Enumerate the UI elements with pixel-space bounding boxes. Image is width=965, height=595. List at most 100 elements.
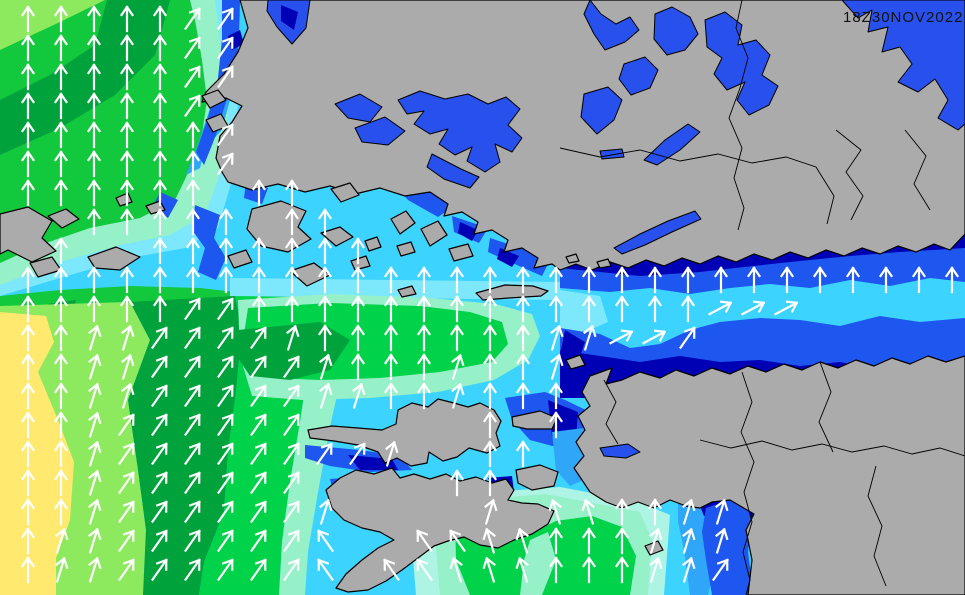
border-line [904, 129, 931, 211]
wind-arrow [482, 527, 496, 554]
wind-arrow [319, 353, 333, 380]
wind-arrow [88, 498, 102, 525]
wind-arrow [283, 471, 300, 495]
wind-arrow [284, 208, 300, 236]
wind-arrow [944, 266, 960, 294]
wind-arrow [119, 5, 135, 33]
island [0, 206, 57, 263]
wind-arrow [53, 295, 69, 323]
border-line [728, 0, 749, 231]
wind-arrow [217, 471, 234, 495]
wind-arrow [217, 413, 234, 437]
wind-arrow [184, 297, 201, 321]
wind-arrow [451, 353, 465, 380]
wind-arrow [548, 382, 564, 410]
island [87, 246, 141, 271]
wind-arrow [609, 329, 634, 345]
wind-arrow [712, 558, 729, 582]
wind-arrow [86, 5, 102, 33]
wind-arrow [779, 266, 795, 294]
wind-arrow [416, 324, 432, 352]
wind-arrow [482, 382, 498, 410]
bay-mint-notch [520, 532, 556, 595]
wind-arrow [118, 413, 135, 437]
wind-arrow [217, 500, 234, 524]
wind-arrow [283, 355, 300, 379]
wind-arrow [151, 442, 168, 466]
wind-arrow [319, 382, 333, 409]
wind-arrow [185, 121, 201, 149]
wind-arrow [20, 440, 36, 468]
wind-arrow [20, 498, 36, 526]
wind-arrow [184, 500, 201, 524]
wind-arrow [119, 295, 135, 323]
wind-arrow [383, 266, 399, 294]
wind-arrow [53, 5, 69, 33]
wind-arrow [416, 353, 432, 381]
landmass-north [201, 0, 965, 271]
wind-arrow [385, 440, 399, 467]
wind-arrow [581, 527, 597, 555]
wind-arrow [284, 295, 300, 323]
wind-arrow [20, 411, 36, 439]
wind-arrow [581, 556, 597, 584]
wind-arrow [88, 527, 102, 554]
wind-arrow [152, 92, 168, 120]
wind-arrow [86, 150, 102, 178]
lake [334, 93, 383, 123]
wind-arrow [121, 382, 135, 409]
wind-arrow [53, 63, 69, 91]
wind-arrow [383, 353, 399, 381]
wind-arrow [746, 266, 762, 294]
wind-arrow [614, 498, 630, 526]
wind-arrow [812, 266, 828, 294]
wind-arrow [482, 440, 498, 468]
wind-arrow [449, 469, 465, 497]
wind-arrow [184, 442, 201, 466]
island [47, 208, 80, 229]
wind-arrow [152, 5, 168, 33]
wind-arrow [218, 208, 234, 236]
wind-arrow [53, 34, 69, 62]
wind-arrow [121, 324, 135, 351]
lake [613, 210, 702, 255]
border-lines [559, 0, 965, 595]
wind-arrow [218, 237, 234, 265]
wind-arrow [86, 92, 102, 120]
wind-arrow [119, 121, 135, 149]
wind-arrow [20, 527, 36, 555]
wind-arrow [53, 440, 69, 468]
wind-arrow [250, 471, 267, 495]
border-line [559, 147, 835, 225]
wind-arrow [152, 237, 168, 265]
landmass-southeast [573, 355, 965, 595]
coastal-inlet [426, 153, 480, 189]
gulf-skyblue [678, 498, 712, 595]
sea-band-yellow-sw [0, 312, 74, 595]
wind-arrow [152, 150, 168, 178]
wind-arrow [152, 295, 168, 323]
wind-arrow [614, 295, 630, 323]
wind-arrow [319, 498, 333, 525]
wind-arrow [548, 556, 564, 584]
island [390, 210, 416, 235]
estuary-navy [281, 5, 298, 30]
wind-arrow [449, 529, 466, 553]
wind-arrow [482, 266, 498, 294]
wind-arrow [250, 355, 267, 379]
island-large-south [325, 467, 555, 593]
island-large-north [307, 398, 502, 467]
wind-arrow [878, 266, 894, 294]
wind-arrow [119, 34, 135, 62]
island-muhu [515, 464, 559, 491]
border-line [835, 129, 864, 221]
islet-nw-tip [565, 354, 586, 370]
island [350, 255, 371, 271]
wind-arrow [515, 266, 531, 294]
wind-arrow [118, 442, 135, 466]
wind-arrow [20, 556, 36, 584]
island [201, 89, 227, 109]
wind-arrow [449, 556, 463, 583]
wind-arrow [317, 558, 334, 582]
